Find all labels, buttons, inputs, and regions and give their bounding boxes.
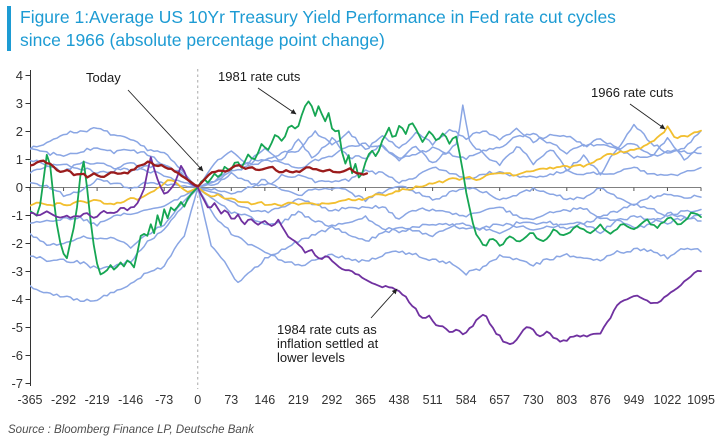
y-tick-label: 2 [16,124,23,139]
annotation-arrow-cuts-1984 [370,288,398,319]
series-cycle-9 [30,127,702,249]
series-cycle-5 [30,161,702,221]
annotation-1966-rate-cuts: 1966 rate cuts [591,86,673,100]
x-tick-label: 0 [194,393,201,407]
series-today-cycle [30,159,369,188]
series-cycle-4 [30,104,702,189]
series-cycle-2 [30,186,702,303]
annotation-1984-text-line-3: lower levels [277,350,345,365]
y-tick-label: -1 [11,208,23,223]
x-tick-label: -146 [118,393,143,407]
series-cycle-7 [30,187,702,235]
x-tick-label: -219 [85,393,110,407]
y-tick-label: -5 [11,320,23,335]
annotation-arrow-cuts-1966 [629,103,666,130]
annotation-today-text: Today [86,70,121,85]
y-tick-label: -6 [11,348,23,363]
x-tick-label: 657 [489,393,510,407]
annotation-arrow-cuts-1981 [257,87,297,115]
figure-title-line-2: since 1966 (absolute percentage point ch… [20,29,385,50]
series-cuts-1966 [30,125,702,207]
x-tick-label: 803 [556,393,577,407]
source-note: Source : Bloomberg Finance LP, Deutsche … [8,424,254,436]
x-tick-label: 146 [254,393,275,407]
series-cycle-8 [30,159,702,207]
figure-title: Figure 1:Average US 10Yr Treasury Yield … [7,6,712,51]
y-tick-label: -2 [11,236,23,251]
y-tick-label: 0 [16,180,23,195]
x-tick-label: 511 [423,393,443,407]
x-tick-label: 730 [523,393,544,407]
y-tick-label: 3 [16,96,23,111]
x-tick-label: -365 [17,393,42,407]
x-tick-label: 876 [590,393,611,407]
series-cuts-1984 [30,156,702,345]
figure-title-line-1: Figure 1:Average US 10Yr Treasury Yield … [20,7,616,27]
annotation-1984-text-line-1: 1984 rate cuts as [277,322,377,337]
annotation-1981-rate-cuts: 1981 rate cuts [218,70,300,84]
x-tick-label: 949 [623,393,644,407]
y-tick-label: -4 [11,292,23,307]
annotation-arrow-today [127,89,204,172]
x-tick-label: -292 [51,393,76,407]
x-tick-label: 1095 [687,393,715,407]
y-tick-label: 1 [16,152,23,167]
y-tick-label: -7 [11,376,23,391]
series-cuts-1981 [30,100,702,276]
x-tick-label: 365 [355,393,376,407]
annotation-1984-text-line-2: inflation settled at [277,336,379,351]
annotation-1984-rate-cuts: 1984 rate cuts as inflation settled at l… [277,323,378,365]
y-tick-label: 4 [16,68,23,83]
y-tick-label: -3 [11,264,23,279]
annotation-today: Today [86,71,121,85]
series-cycle-6 [30,166,702,198]
x-tick-label: -73 [155,393,173,407]
x-tick-label: 292 [322,393,343,407]
x-tick-label: 219 [288,393,309,407]
series-cycle-3 [30,186,702,284]
annotation-1966-text: 1966 rate cuts [591,85,674,100]
x-tick-label: 1022 [654,393,682,407]
x-tick-label: 584 [456,393,477,407]
x-tick-label: 438 [389,393,410,407]
x-tick-label: 73 [224,393,238,407]
annotation-1981-text: 1981 rate cuts [218,69,301,84]
